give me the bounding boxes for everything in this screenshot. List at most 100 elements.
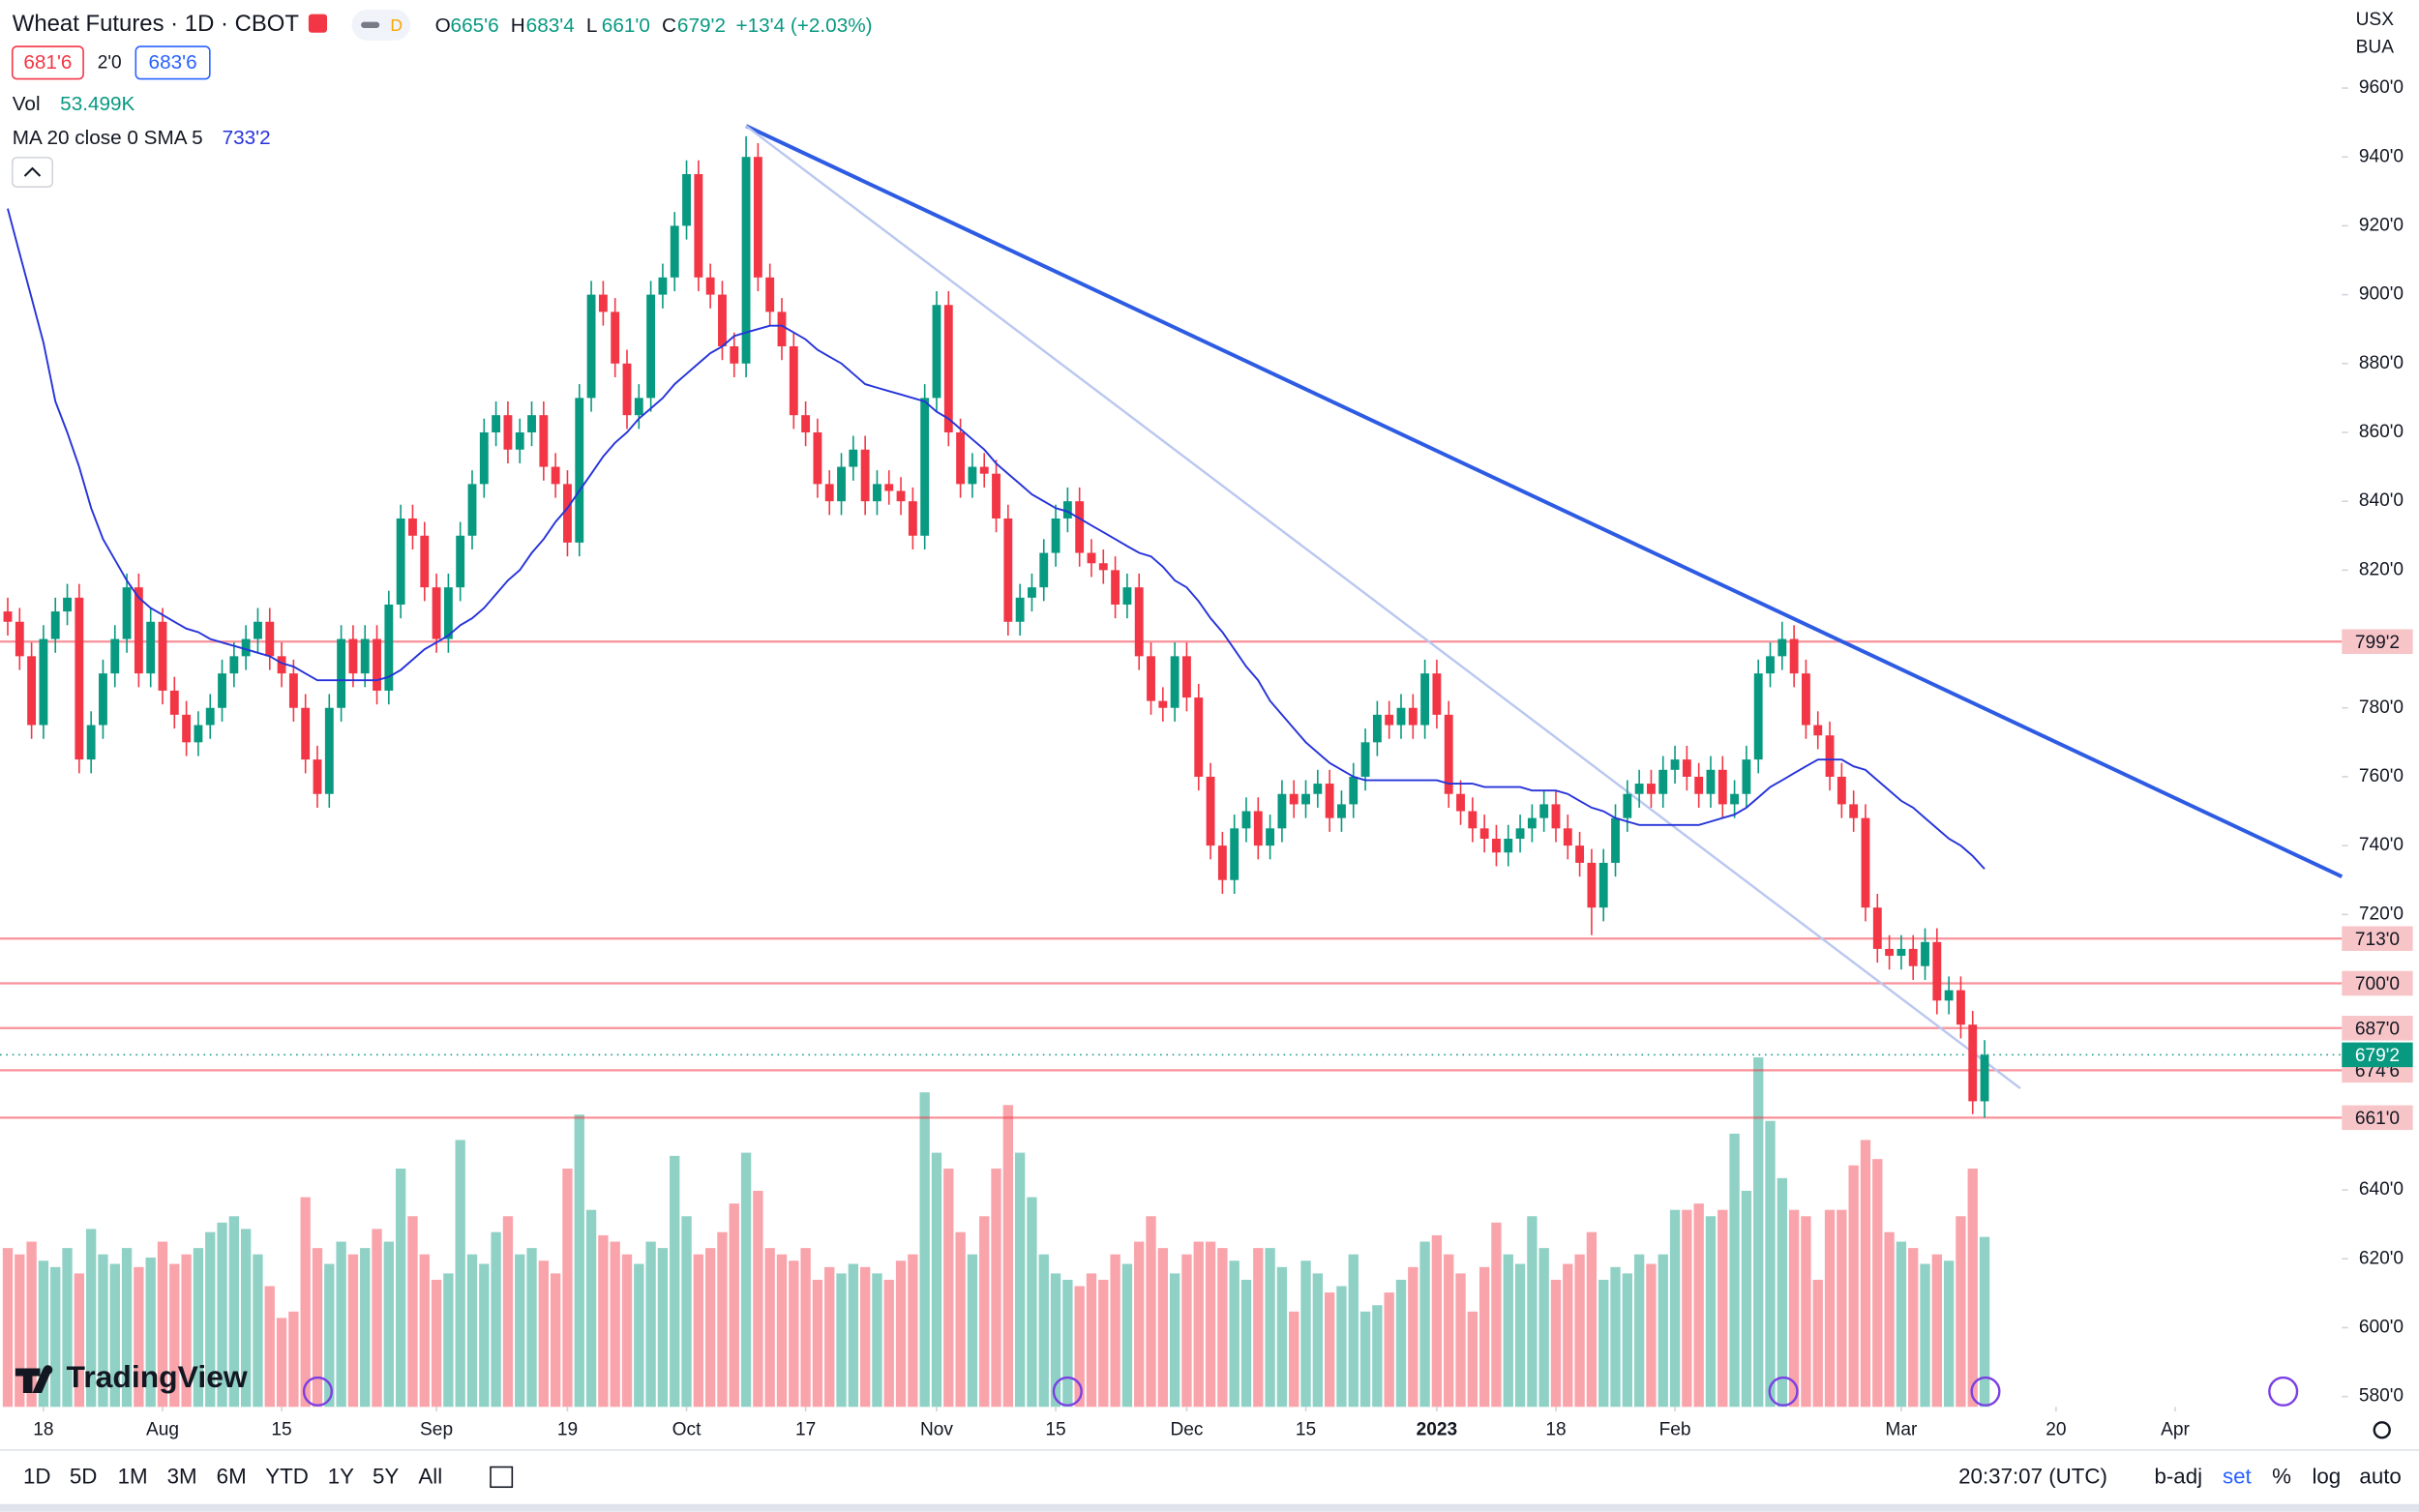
candle-body bbox=[622, 363, 632, 416]
option-button[interactable]: set bbox=[2223, 1465, 2253, 1489]
flag-icon[interactable] bbox=[308, 14, 328, 33]
range-button[interactable]: YTD bbox=[265, 1465, 309, 1489]
volume-bar bbox=[372, 1229, 382, 1408]
candle-body bbox=[813, 431, 822, 485]
volume-bar bbox=[240, 1229, 252, 1408]
x-tick-label: Feb bbox=[1659, 1419, 1691, 1439]
candle-body bbox=[992, 473, 1000, 519]
volume-bar bbox=[1098, 1279, 1109, 1408]
plot: 960'0 940'0 920'0 900'0 880'0 860'0 840'0 820'0… bbox=[0, 77, 2413, 1439]
level-label: 700'0 bbox=[2355, 974, 2400, 994]
option-button[interactable]: b-adj bbox=[2154, 1465, 2202, 1489]
candle-body bbox=[1742, 759, 1751, 794]
volume-bar bbox=[1336, 1286, 1347, 1408]
range-button[interactable]: 6M bbox=[217, 1465, 247, 1489]
symbol[interactable]: Wheat Futures · 1D · CBOT bbox=[13, 11, 300, 37]
event-icon[interactable] bbox=[1052, 1376, 1083, 1407]
candle-body bbox=[598, 294, 608, 312]
candle-body bbox=[741, 157, 751, 364]
ma-line bbox=[7, 208, 1986, 870]
candle-body bbox=[241, 638, 251, 657]
candle-body bbox=[110, 638, 120, 674]
range-button[interactable]: 3M bbox=[167, 1465, 197, 1489]
candle-body bbox=[1122, 587, 1132, 605]
candle-body bbox=[1956, 990, 1965, 1025]
volume-bar bbox=[347, 1254, 359, 1408]
option-button[interactable]: auto bbox=[2359, 1465, 2401, 1489]
candle-body bbox=[730, 345, 739, 364]
volume-bar bbox=[1431, 1234, 1443, 1408]
volume-bar bbox=[38, 1260, 49, 1408]
event-icon[interactable] bbox=[1970, 1376, 2001, 1407]
candle-body bbox=[1147, 656, 1155, 701]
candle-body bbox=[1670, 759, 1680, 770]
volume-bar bbox=[1610, 1266, 1621, 1408]
range-button[interactable]: All bbox=[418, 1465, 442, 1489]
status-dash bbox=[361, 21, 380, 28]
option-button[interactable]: % bbox=[2272, 1465, 2291, 1489]
volume-bar bbox=[1741, 1190, 1752, 1408]
date-range-icon[interactable] bbox=[490, 1466, 514, 1489]
candle-body bbox=[1385, 714, 1394, 726]
y-tick-label: 920'0 bbox=[2359, 215, 2404, 235]
candle-body bbox=[1432, 673, 1442, 715]
status-pill[interactable] bbox=[351, 9, 411, 41]
candle-body bbox=[313, 759, 322, 794]
volume-bar bbox=[1908, 1248, 1919, 1408]
candle-body bbox=[658, 277, 668, 295]
volume-bar bbox=[1240, 1279, 1252, 1408]
ohlc-key: L bbox=[586, 15, 598, 37]
candle-body bbox=[218, 673, 226, 708]
candle-body bbox=[1813, 725, 1823, 736]
candle-body bbox=[337, 638, 346, 708]
candle-body bbox=[1134, 587, 1144, 657]
volume-bar bbox=[1574, 1254, 1585, 1408]
currency[interactable]: USX bbox=[2356, 10, 2395, 30]
volume-bar bbox=[776, 1254, 788, 1408]
unit[interactable]: BUA bbox=[2356, 38, 2395, 58]
event-icon[interactable] bbox=[302, 1376, 333, 1407]
candle-body bbox=[265, 621, 275, 657]
x-tick-label: Apr bbox=[2161, 1419, 2190, 1439]
event-icon[interactable] bbox=[2268, 1376, 2299, 1407]
candle-body bbox=[1908, 948, 1918, 966]
volume-bar bbox=[1729, 1133, 1740, 1408]
ask-box[interactable] bbox=[134, 45, 211, 80]
settings-icon[interactable] bbox=[2373, 1421, 2391, 1439]
volume-bar bbox=[1788, 1209, 1800, 1408]
range-button[interactable]: 1M bbox=[118, 1465, 148, 1489]
volume-bar bbox=[872, 1273, 882, 1408]
candle-body bbox=[575, 398, 584, 543]
range-button[interactable]: 1D bbox=[23, 1465, 51, 1489]
candle-body bbox=[718, 294, 727, 346]
candle-body bbox=[1885, 948, 1895, 957]
volume-bar bbox=[205, 1231, 216, 1408]
option-button[interactable]: log bbox=[2312, 1465, 2341, 1489]
range-button[interactable]: 5Y bbox=[373, 1465, 399, 1489]
volume-bar bbox=[431, 1279, 442, 1408]
volume-bar bbox=[1419, 1241, 1430, 1408]
candle-body bbox=[801, 415, 811, 432]
candle-body bbox=[503, 415, 513, 450]
candle-body bbox=[205, 707, 215, 726]
volume-bar bbox=[1884, 1231, 1895, 1408]
vol-name: Vol bbox=[13, 93, 41, 115]
candle-body bbox=[1062, 501, 1072, 519]
volume-bar bbox=[1622, 1273, 1632, 1408]
volume-bar bbox=[1146, 1216, 1156, 1408]
candle-body bbox=[1944, 990, 1954, 1001]
y-tick-label: 840'0 bbox=[2359, 490, 2404, 511]
range-button[interactable]: 1Y bbox=[328, 1465, 354, 1489]
volume-bar bbox=[169, 1263, 180, 1408]
volume-bar bbox=[1050, 1273, 1061, 1408]
event-icon[interactable] bbox=[1768, 1376, 1799, 1407]
collapse-button[interactable] bbox=[11, 157, 54, 188]
volume-bar bbox=[300, 1197, 311, 1408]
candle-body bbox=[1706, 769, 1716, 794]
bid-box[interactable] bbox=[11, 45, 84, 80]
range-button[interactable]: 5D bbox=[70, 1465, 98, 1489]
candle-body bbox=[765, 277, 775, 312]
volume-bar bbox=[1157, 1248, 1169, 1408]
candle-body bbox=[1492, 839, 1501, 853]
candle-body bbox=[1372, 714, 1382, 743]
